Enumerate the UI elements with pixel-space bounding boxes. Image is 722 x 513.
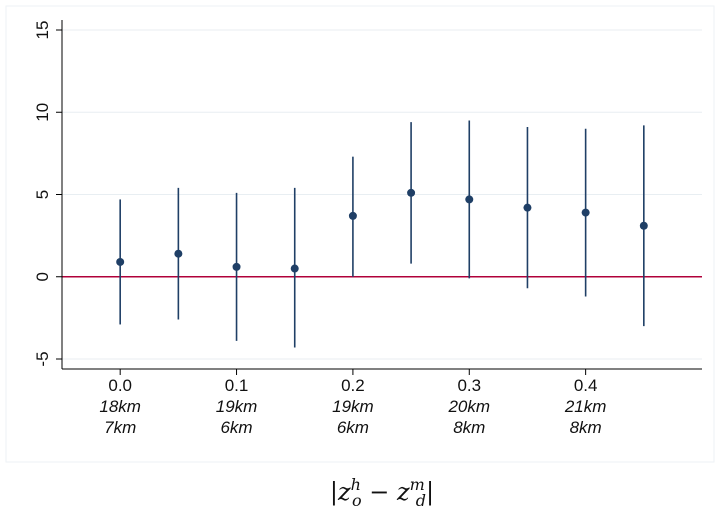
data-point: [639, 221, 648, 230]
graph-region: [5, 5, 715, 463]
data-point-group: [348, 156, 357, 277]
y-tick-label: 5: [33, 190, 52, 199]
x-tick-label: 0.0: [108, 376, 132, 395]
data-point: [348, 211, 357, 220]
data-point: [290, 264, 299, 273]
x-tick-sublabel: 18km: [99, 397, 141, 416]
x-tick-sublabel: 7km: [104, 418, 136, 437]
x-tick-sublabel: 6km: [220, 418, 252, 437]
x-tick-label: 0.4: [574, 376, 598, 395]
x-tick-label: 0.2: [341, 376, 365, 395]
data-point: [232, 262, 241, 271]
data-point-group: [465, 120, 474, 279]
y-tick-label: -5: [33, 351, 52, 366]
data-point-group: [581, 128, 590, 297]
data-point-group: [116, 199, 125, 325]
x-axis-ticks: 0.0 18km 7km 0.1 19km 6km 0.2 19km 6km 0.3 20km 8km…: [99, 369, 606, 437]
data-point: [116, 257, 125, 266]
data-point: [523, 203, 532, 212]
x-tick-sublabel: 19km: [216, 397, 258, 416]
x-tick-sublabel: 21km: [564, 397, 607, 416]
data-point-group: [407, 122, 416, 264]
data-point-group: [290, 187, 299, 348]
y-axis-ticks: -5 0 5 10 15: [33, 21, 62, 367]
x-tick-sublabel: 6km: [337, 418, 369, 437]
series: [116, 120, 648, 348]
x-tick-label: 0.1: [225, 376, 249, 395]
data-point-group: [639, 125, 648, 327]
data-point-group: [232, 192, 241, 341]
x-tick-sublabel: 8km: [453, 418, 485, 437]
data-point: [581, 208, 590, 217]
y-tick-label: 10: [33, 103, 52, 122]
x-axis-label-group: |zh o − zm d|: [330, 475, 434, 510]
x-tick-sublabel: 20km: [447, 397, 490, 416]
x-tick-sublabel: 19km: [332, 397, 374, 416]
data-point: [174, 249, 183, 258]
data-point-group: [523, 127, 532, 289]
y-tick-label: 0: [33, 272, 52, 281]
x-tick-sublabel: 8km: [570, 418, 602, 437]
data-point: [407, 188, 416, 197]
x-axis-label: |zh o − zm d|: [330, 475, 434, 510]
data-point: [465, 195, 474, 204]
x-tick-label: 0.3: [457, 376, 481, 395]
data-point-group: [174, 187, 183, 320]
y-tick-label: 15: [33, 21, 52, 40]
